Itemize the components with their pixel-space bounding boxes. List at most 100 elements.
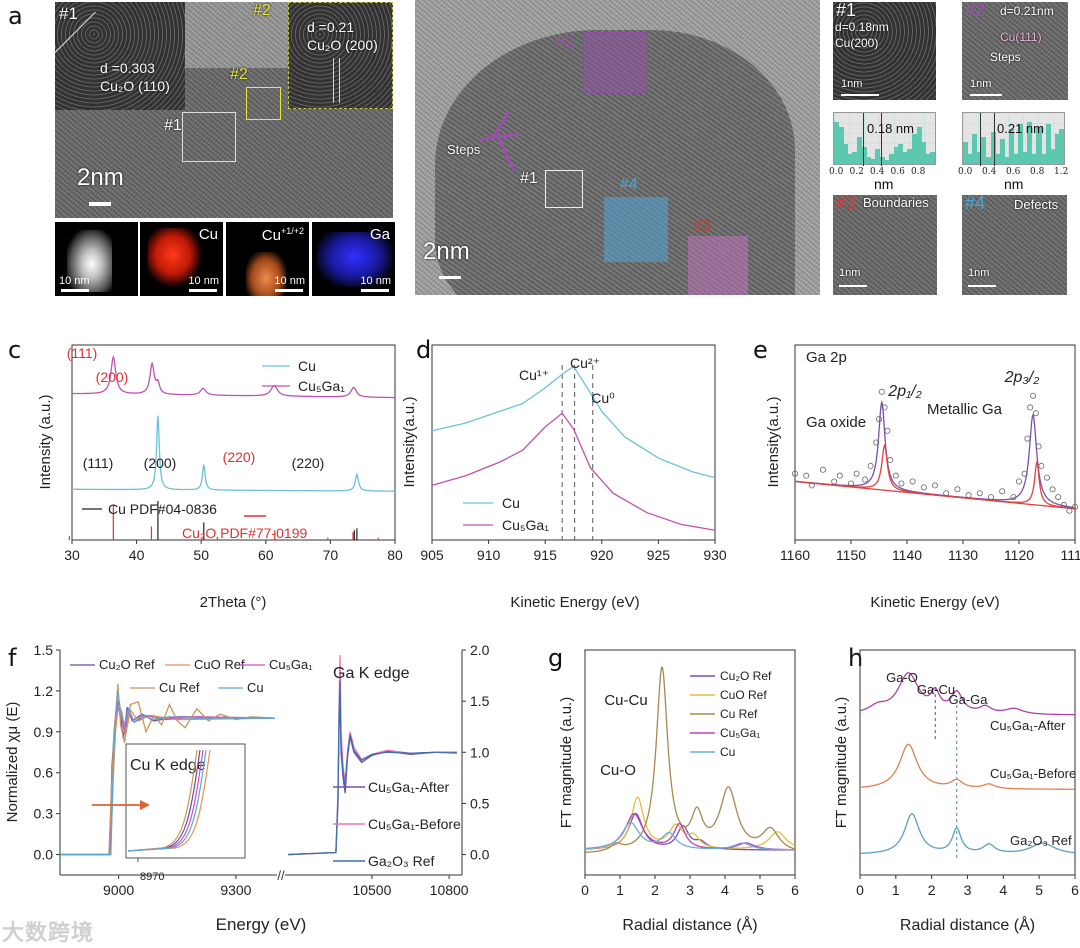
- marker-line: [881, 113, 882, 166]
- x-tick-label: 0: [856, 882, 864, 898]
- inset-1-plane: Cu₂O (110): [100, 78, 170, 94]
- b-inset-note: Steps: [990, 50, 1021, 64]
- bond-label: Ga-O: [886, 670, 918, 685]
- series-label: Cu₅Ga₁-Before: [990, 766, 1076, 781]
- eds-map-cu: Cu 10 nm: [140, 222, 223, 296]
- profile-bar: [995, 154, 1001, 164]
- watermark: 大数跨境: [2, 920, 95, 945]
- scale-bar: [968, 285, 996, 287]
- peak-index-label: (200): [144, 455, 177, 471]
- lattice-line: [333, 58, 334, 103]
- data-point: [853, 470, 860, 477]
- marker-line: [863, 113, 864, 166]
- series-0-line: [71, 355, 396, 399]
- data-point: [876, 416, 883, 423]
- data-point: [884, 427, 891, 434]
- profile-bar: [861, 146, 867, 164]
- ga-k-edge-title: Ga K edge: [333, 665, 410, 682]
- profile-bar: [976, 151, 982, 164]
- region-2-box: [583, 32, 648, 93]
- y-tick-label: 1.2: [34, 683, 54, 699]
- legend-label: Cu Ref: [720, 707, 758, 721]
- region-1-label: #1: [520, 170, 538, 187]
- profile-tick-label: 0.4: [870, 167, 885, 177]
- legend-label: Cu₂O Ref: [99, 657, 155, 672]
- y-axis-label: Intensity(a.u.): [765, 397, 782, 488]
- x-tick-label: 1130: [948, 547, 978, 563]
- legend-label: Ga₂O₃ Ref: [368, 853, 434, 869]
- profile-bar: [1059, 129, 1065, 164]
- bond-label: Ga-Cu: [917, 682, 955, 697]
- x-tick-label: 3: [964, 882, 972, 898]
- y-tick-label: 0.5: [470, 795, 490, 811]
- series-1-line: [859, 743, 1076, 790]
- y-tick-label: 0.3: [34, 806, 54, 822]
- series-label: Cu₅Ga₁-After: [990, 718, 1066, 733]
- peak-label: 2p₁/₂: [887, 383, 921, 400]
- x-tick-label: 9000: [103, 882, 134, 898]
- reference-label: Cu PDF#04-0836: [108, 501, 217, 517]
- map-scale-label: 10 nm: [59, 275, 90, 287]
- y-tick-label: 1.5: [34, 642, 54, 658]
- oxidation-state-label: Cu¹⁺: [519, 367, 549, 383]
- legend-label: Cu₅Ga₁-After: [368, 779, 450, 795]
- data-point: [920, 484, 927, 491]
- profile-bar: [1031, 154, 1037, 164]
- series-2-line: [859, 813, 1076, 855]
- profile-bar: [930, 151, 936, 164]
- b-inset-2: #2 d=0.21nm Cu(111) Steps 1nm: [962, 2, 1068, 100]
- data-point: [792, 470, 799, 477]
- profile-bar: [898, 144, 904, 164]
- b-inset-scale: 1nm: [968, 267, 990, 279]
- panel-label-h: h: [848, 644, 864, 672]
- series-1-line: [431, 412, 716, 531]
- x-tick-label: 2: [928, 882, 936, 898]
- y-axis-label: FT magnitude (a.u.): [558, 697, 575, 828]
- profile-bar: [1004, 156, 1010, 164]
- data-point: [988, 494, 995, 501]
- b-inset-plane: Cu(111): [1000, 30, 1042, 44]
- series-4-line: [584, 821, 796, 851]
- inset-2-image: d =0.21 Cu₂O (200): [288, 2, 393, 109]
- x-tick-label: 1160: [780, 547, 810, 563]
- profile-bar: [1054, 134, 1060, 164]
- legend-label: Cu: [298, 358, 316, 374]
- profile-bar: [902, 151, 908, 164]
- profile-bar: [884, 160, 890, 164]
- profile-bar: [1036, 126, 1042, 164]
- profile-bar: [907, 149, 913, 164]
- x-axis-label: Kinetic Energy (eV): [510, 594, 639, 611]
- data-point: [1055, 494, 1062, 501]
- y-tick-label: 0.9: [34, 724, 54, 740]
- x-tick-label: 80: [387, 547, 403, 563]
- map-scale-label: 10 nm: [274, 275, 305, 287]
- profile-bar: [1045, 124, 1051, 164]
- x-tick-label: 0: [581, 882, 589, 898]
- haadf-signal: [67, 230, 112, 292]
- inset-1-d-spacing: d =0.303: [100, 60, 155, 76]
- profile-bar: [847, 154, 853, 164]
- line-profile-2: 0.21 nm: [962, 112, 1065, 166]
- y-axis-label: Normalized χμ (E): [4, 702, 21, 823]
- x-axis-label: Radial distance (Å): [622, 915, 757, 934]
- panel-label-c: c: [8, 336, 22, 364]
- profile-tick-label: 0.6: [1006, 167, 1021, 177]
- marker-line: [994, 113, 995, 166]
- inset-edge-line: [127, 749, 201, 852]
- data-point: [803, 472, 810, 479]
- profile-tick-label: 0.4: [982, 167, 997, 177]
- legend-label: Cu₅Ga₁: [269, 657, 313, 672]
- region-3-label: #3: [693, 218, 711, 235]
- data-point: [808, 482, 815, 489]
- inset-edge-line: [127, 749, 198, 852]
- profile-bar: [1027, 121, 1033, 164]
- data-point: [892, 472, 899, 479]
- b-inset-d-spacing: d=0.21nm: [1000, 4, 1054, 18]
- profile-tick-label: 0.6: [890, 167, 905, 177]
- inset-tick-label: 8970: [140, 871, 164, 883]
- x-tick-label: 3: [686, 882, 694, 898]
- profile-bar: [852, 151, 858, 164]
- profile-tick-label: 0.0: [829, 167, 844, 177]
- data-point: [965, 492, 972, 499]
- data-point: [1049, 486, 1056, 493]
